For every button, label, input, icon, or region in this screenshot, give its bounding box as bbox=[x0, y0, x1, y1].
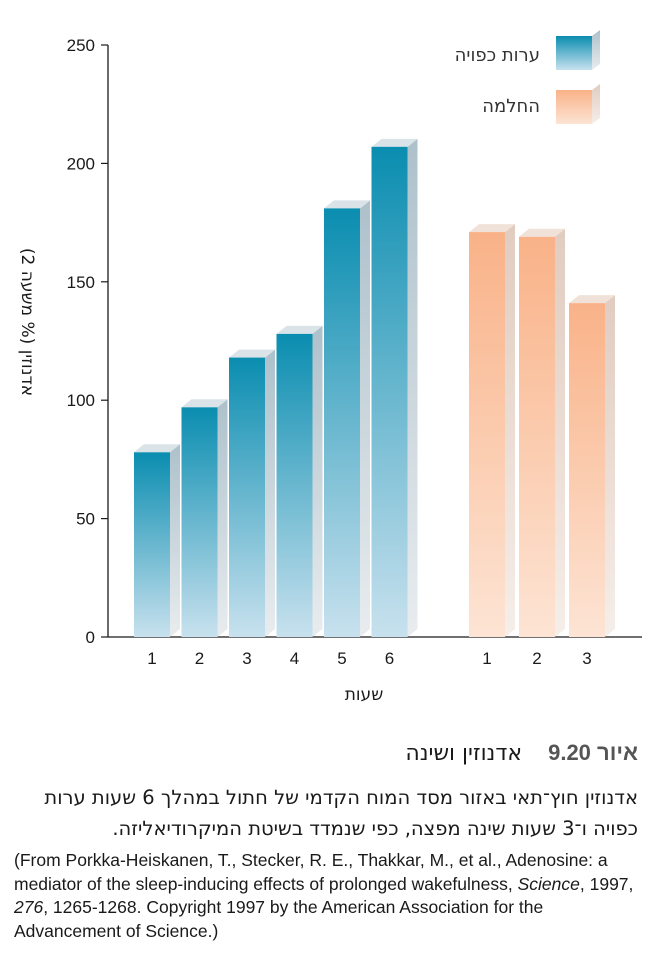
bar-top bbox=[134, 444, 180, 453]
x-tick-label: 4 bbox=[290, 649, 299, 668]
bar-chart: 0 50 100 150 200 250 אדנוזין (% משעה 2) שעות 1 2… bbox=[17, 30, 642, 705]
legend-swatch bbox=[556, 90, 592, 124]
bar-top bbox=[371, 138, 418, 147]
x-tick-label: 1 bbox=[482, 649, 491, 668]
bar-top bbox=[324, 200, 370, 209]
bar bbox=[324, 208, 360, 637]
bar-side bbox=[505, 224, 515, 637]
legend: ערות כפויה החלמה bbox=[455, 30, 600, 124]
bar bbox=[469, 232, 505, 637]
figure-credit: (From Porkka-Heiskanen, T., Stecker, R. … bbox=[14, 849, 638, 943]
y-tick-label: 250 bbox=[67, 36, 95, 55]
x-axis-title: שעות bbox=[345, 685, 384, 705]
x-tick-label: 1 bbox=[147, 649, 156, 668]
credit-volume: 276 bbox=[14, 897, 44, 917]
x-tick-label: 3 bbox=[242, 649, 251, 668]
y-tick-label: 200 bbox=[67, 154, 95, 173]
credit-journal: Science bbox=[517, 873, 580, 894]
bar-side bbox=[312, 325, 323, 637]
bar-top bbox=[569, 295, 615, 304]
bar-top bbox=[519, 228, 565, 237]
figure-number: איור 9.20 bbox=[548, 740, 638, 765]
x-tick-label: 3 bbox=[582, 649, 591, 668]
bar-side bbox=[360, 200, 370, 637]
bar bbox=[569, 303, 605, 637]
legend-label: החלמה bbox=[482, 96, 540, 117]
bar bbox=[371, 146, 408, 637]
bar bbox=[134, 452, 170, 637]
credit-suffix: , 1265-1268. Copyright 1997 by the Ameri… bbox=[14, 897, 544, 941]
legend-swatch-side bbox=[592, 84, 600, 124]
x-tick-label: 5 bbox=[337, 649, 346, 668]
credit-year: , 1997, bbox=[579, 873, 634, 894]
figure-caption-text: אדנוזין חוץ־תאי באזור מסד המוח הקדמי של … bbox=[44, 786, 638, 840]
bar-side bbox=[407, 138, 418, 637]
y-axis-title: אדנוזין (% משעה 2) bbox=[17, 248, 37, 396]
y-tick-label: 100 bbox=[67, 391, 95, 410]
y-tick-label: 50 bbox=[76, 510, 95, 529]
credit-prefix: (From Porkka-Heiskanen, T., Stecker, R. … bbox=[14, 850, 608, 894]
bar-top bbox=[469, 224, 515, 233]
figure-heading: איור 9.20 אדנוזין ושינה bbox=[14, 740, 638, 766]
bar bbox=[276, 333, 313, 637]
x-tick-label: 2 bbox=[195, 649, 204, 668]
bar-side bbox=[217, 399, 228, 637]
bar-top bbox=[181, 399, 228, 408]
y-tick-label: 0 bbox=[86, 628, 95, 647]
legend-swatch-side bbox=[592, 30, 600, 70]
bar-side bbox=[605, 295, 615, 637]
bar-top bbox=[229, 349, 275, 358]
bar bbox=[519, 236, 555, 638]
legend-swatch bbox=[556, 36, 592, 70]
bar-side bbox=[170, 444, 180, 637]
bar-side bbox=[265, 349, 275, 637]
x-tick-label: 2 bbox=[532, 649, 541, 668]
bar bbox=[181, 407, 218, 637]
x-tick-label: 6 bbox=[385, 649, 394, 668]
bar-top bbox=[276, 325, 323, 334]
y-tick-label: 150 bbox=[67, 273, 95, 292]
bar bbox=[229, 357, 265, 637]
bar-side bbox=[555, 228, 565, 638]
legend-label: ערות כפויה bbox=[455, 45, 540, 66]
figure-title: אדנוזין ושינה bbox=[405, 741, 523, 766]
